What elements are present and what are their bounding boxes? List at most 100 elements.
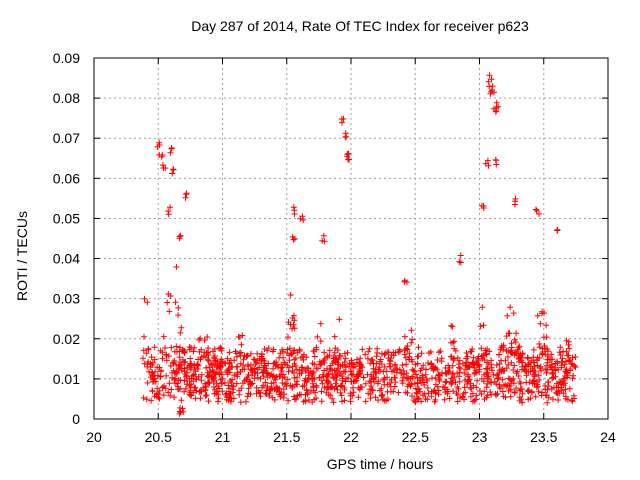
data-point (357, 355, 364, 362)
data-point (264, 383, 271, 390)
data-point (202, 393, 209, 399)
data-point (480, 352, 487, 359)
data-point (183, 373, 190, 380)
data-point (409, 393, 415, 399)
data-point (501, 367, 508, 374)
data-point (292, 355, 299, 362)
data-point (293, 395, 300, 402)
data-point (467, 380, 474, 387)
data-point (159, 349, 166, 356)
data-point (489, 83, 496, 90)
data-point (424, 377, 431, 384)
data-point (554, 358, 561, 365)
data-point (399, 377, 406, 384)
data-point (234, 369, 241, 376)
data-point (285, 397, 292, 404)
data-point (273, 384, 280, 390)
data-point (563, 337, 570, 344)
data-point (146, 368, 152, 375)
data-point (495, 103, 502, 110)
y-tick-label: 0.09 (53, 50, 80, 66)
data-point (347, 398, 354, 405)
data-point (534, 354, 541, 361)
data-point (412, 361, 419, 368)
data-point (341, 362, 348, 368)
data-point (238, 341, 245, 348)
data-point (404, 390, 411, 396)
data-point (436, 349, 442, 356)
data-point (341, 397, 348, 404)
data-point (205, 398, 212, 405)
data-point (415, 344, 422, 351)
data-point (435, 371, 442, 378)
data-point (183, 190, 190, 197)
data-point (511, 389, 518, 396)
data-point (219, 379, 225, 386)
data-point (416, 385, 422, 392)
data-point (191, 364, 198, 371)
data-point (478, 345, 485, 352)
data-point (538, 392, 545, 399)
data-point (147, 374, 154, 381)
data-point (201, 349, 208, 356)
data-point (387, 383, 394, 390)
data-point (260, 373, 267, 380)
data-point (525, 361, 532, 368)
data-point (190, 348, 197, 355)
data-point (459, 360, 466, 367)
data-point (157, 373, 164, 380)
data-point (508, 344, 515, 351)
data-point (527, 359, 534, 366)
data-point (170, 359, 177, 366)
data-point (480, 322, 487, 329)
data-point (468, 348, 475, 355)
data-point (198, 371, 205, 378)
data-point (149, 387, 156, 394)
data-point (508, 359, 515, 366)
data-point (503, 333, 510, 340)
data-point (201, 337, 208, 344)
data-point (236, 387, 243, 394)
data-point (331, 358, 337, 365)
data-point (162, 345, 168, 351)
data-point (463, 350, 470, 356)
data-point (525, 355, 532, 362)
data-point (368, 383, 375, 389)
data-point (545, 348, 551, 355)
data-point (332, 345, 339, 352)
data-point (374, 349, 381, 356)
data-point (219, 359, 226, 366)
data-point (340, 115, 347, 122)
data-point (519, 390, 526, 397)
data-point (245, 363, 252, 370)
data-point (401, 371, 408, 378)
data-point (558, 364, 565, 371)
x-tick-label: 20 (86, 429, 102, 445)
data-point (410, 367, 417, 374)
data-point (228, 379, 235, 386)
data-point (402, 354, 409, 361)
data-point (319, 380, 326, 387)
data-point (200, 384, 207, 391)
data-point (381, 364, 388, 370)
data-point (484, 380, 491, 387)
data-point (211, 354, 217, 361)
data-point (309, 360, 316, 367)
data-point (144, 299, 151, 306)
data-point (181, 350, 188, 356)
data-point (347, 392, 354, 399)
data-point (572, 364, 579, 371)
data-point (512, 198, 519, 205)
data-point (141, 360, 148, 367)
data-point (175, 312, 182, 319)
data-point (237, 399, 244, 406)
data-point (177, 232, 184, 239)
data-point (210, 348, 217, 355)
data-point (289, 383, 296, 390)
data-point (372, 369, 379, 376)
data-point (229, 376, 236, 383)
data-point (310, 348, 317, 355)
data-point (247, 381, 253, 388)
data-point (477, 323, 484, 330)
data-point (516, 379, 523, 385)
